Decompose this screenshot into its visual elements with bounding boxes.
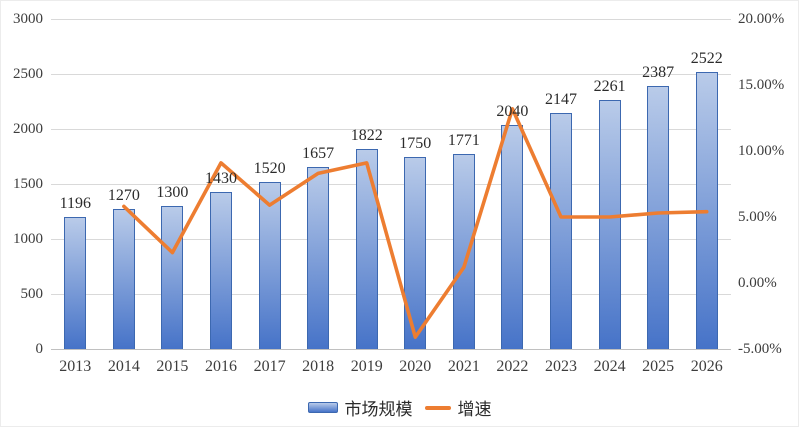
bar-2015: [161, 206, 184, 349]
bar-value-label: 2261: [593, 78, 626, 96]
bar-value-label: 1822: [350, 126, 383, 144]
y-axis-left-tick: 2500: [13, 66, 43, 82]
bar-2013: [64, 217, 87, 349]
gridline: [51, 18, 731, 20]
bar-2017: [258, 181, 281, 349]
bar-2026: [695, 71, 718, 349]
bar-value-label: 1430: [205, 169, 237, 187]
bar-2016: [210, 191, 232, 349]
y-axis-left-tick: 3000: [13, 11, 43, 27]
y-axis-right-tick: 5.00%: [738, 209, 777, 225]
legend-label-growth: 增速: [457, 400, 492, 419]
x-axis-year-label: 2022: [496, 358, 529, 375]
x-axis-year-label: 2013: [59, 358, 92, 375]
bar-value-label: 2040: [496, 102, 529, 120]
gridline: [51, 128, 731, 130]
y-axis-right-tick: 20.00%: [738, 11, 785, 27]
bar-value-label: 2387: [642, 64, 675, 82]
gridline: [51, 183, 731, 185]
bar-2020: [404, 156, 427, 349]
bar-2024: [598, 100, 621, 349]
bar-value-label: 2147: [545, 90, 577, 108]
y-axis-right-tick: 15.00%: [738, 77, 785, 93]
bar-value-label: 1771: [447, 132, 480, 150]
bar-value-label: 2522: [690, 49, 723, 67]
x-axis-year-label: 2021: [447, 358, 480, 375]
bar-2022: [501, 124, 524, 349]
y-axis-right-tick: 10.00%: [738, 143, 785, 159]
bar-2019: [355, 148, 378, 349]
y-axis-right-tick: -5.00%: [738, 341, 782, 357]
x-axis-year-label: 2020: [399, 358, 432, 375]
x-axis-year-label: 2016: [205, 358, 237, 375]
bar-value-label: 1300: [156, 184, 189, 201]
bar-2018: [307, 166, 330, 349]
bar-series-swatch-icon: [307, 402, 338, 413]
gridline: [51, 238, 731, 240]
x-axis-year-label: 2015: [156, 358, 189, 375]
bar-value-label: 1196: [59, 195, 91, 213]
bar-2023: [550, 112, 572, 349]
bar-2014: [112, 209, 135, 349]
bar-2021: [452, 154, 475, 349]
y-axis-left-tick: 1000: [13, 231, 43, 247]
legend: 市场规模 增速: [1, 395, 798, 420]
x-axis-year-label: 2025: [642, 358, 675, 375]
x-axis-year-label: 2026: [690, 358, 723, 375]
bar-value-label: 1657: [302, 144, 335, 162]
x-axis-year-label: 2018: [302, 358, 335, 375]
y-axis-left-tick: 2000: [13, 121, 43, 137]
gridline: [51, 293, 731, 295]
line-series-swatch-icon: [424, 405, 451, 410]
y-axis-left-tick: 0: [35, 341, 44, 357]
x-axis-line: [51, 348, 731, 350]
legend-item-growth: 增速: [424, 395, 492, 420]
x-axis-year-label: 2014: [107, 358, 140, 375]
y-axis-left-tick: 500: [20, 286, 44, 302]
x-axis-year-label: 2024: [593, 358, 626, 375]
gridline: [51, 73, 731, 75]
bar-value-label: 1750: [399, 134, 432, 152]
bar-2025: [647, 86, 670, 349]
legend-item-market-size: 市场规模: [307, 395, 413, 420]
bar-value-label: 1270: [107, 187, 140, 205]
y-axis-right-tick: 0.00%: [738, 275, 777, 291]
legend-label-market-size: 市场规模: [344, 400, 413, 419]
x-axis-year-label: 2017: [253, 358, 286, 375]
bar-value-label: 1520: [253, 159, 286, 177]
x-axis-year-label: 2023: [545, 358, 577, 375]
y-axis-left-tick: 1500: [13, 176, 43, 192]
x-axis-year-label: 2019: [350, 358, 383, 375]
